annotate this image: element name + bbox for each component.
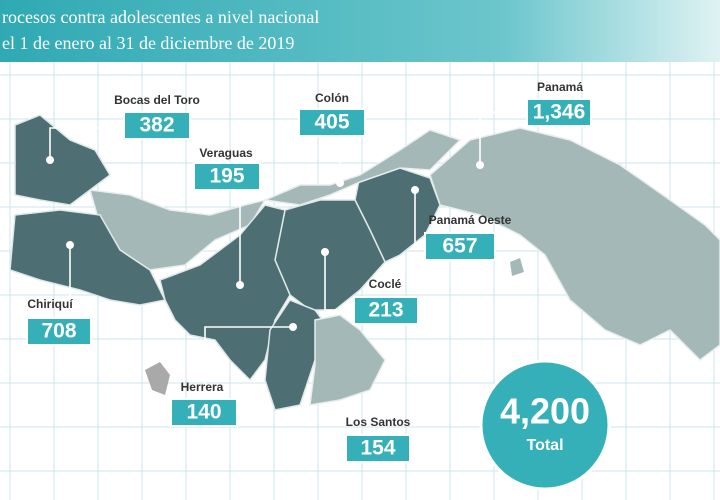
- total-circle: [479, 359, 611, 491]
- map-shapes: [9, 114, 720, 411]
- title-line: el 1 de enero al 31 de diciembre de 2019: [2, 33, 294, 53]
- region-value: 195: [209, 165, 244, 188]
- region-name: Panamá: [537, 80, 583, 94]
- region-panama: [429, 127, 720, 361]
- labels: Bocas del Toro 382 Colón 405 Panamá 1,34…: [26, 80, 592, 463]
- region-value: 213: [368, 299, 403, 322]
- marker: [336, 179, 344, 187]
- header-band: [0, 0, 720, 62]
- value-box: [526, 98, 592, 127]
- region-value: 657: [442, 235, 477, 258]
- value-box: [298, 108, 366, 137]
- leaders: [46, 111, 528, 400]
- marker: [46, 156, 54, 164]
- region-value: 1,346: [533, 101, 586, 124]
- leader-line: [49, 127, 125, 160]
- region-value: 154: [360, 437, 395, 460]
- region-value: 708: [41, 320, 76, 343]
- total-label: Total: [526, 437, 563, 454]
- region-value: 382: [139, 114, 174, 137]
- region-name: Colón: [315, 91, 349, 105]
- island: [510, 258, 524, 276]
- region-name: Chiriquí: [27, 297, 73, 311]
- value-box: [424, 232, 496, 261]
- value-box: [345, 434, 411, 463]
- total-value: 4,200: [500, 391, 590, 432]
- region-value: 405: [314, 111, 349, 134]
- marker: [476, 161, 484, 169]
- title-line: rocesos contra adolescentes a nivel naci…: [2, 7, 319, 27]
- value-box: [123, 111, 191, 140]
- leader-line: [414, 190, 425, 247]
- region-value: 140: [186, 401, 221, 424]
- marker: [411, 186, 419, 194]
- value-box: [353, 296, 419, 325]
- value-box: [193, 162, 261, 191]
- region-name: Los Santos: [346, 415, 411, 429]
- marker: [289, 323, 297, 331]
- region-name: Veraguas: [199, 146, 253, 160]
- leader-line: [479, 111, 528, 165]
- value-box: [170, 398, 238, 427]
- region-name: Coclé: [369, 277, 402, 291]
- marker: [236, 281, 244, 289]
- marker: [321, 248, 329, 256]
- marker: [66, 241, 74, 249]
- region-name: Herrera: [181, 380, 224, 394]
- region-chiriqui: [9, 209, 167, 306]
- island: [145, 362, 170, 395]
- region-name: Panamá Oeste: [429, 213, 512, 227]
- leader-line: [204, 326, 293, 400]
- value-box: [26, 317, 92, 346]
- region-los-santos: [309, 314, 386, 406]
- leader-line: [324, 252, 355, 311]
- region-colon: [262, 129, 462, 206]
- region-name: Bocas del Toro: [114, 93, 200, 107]
